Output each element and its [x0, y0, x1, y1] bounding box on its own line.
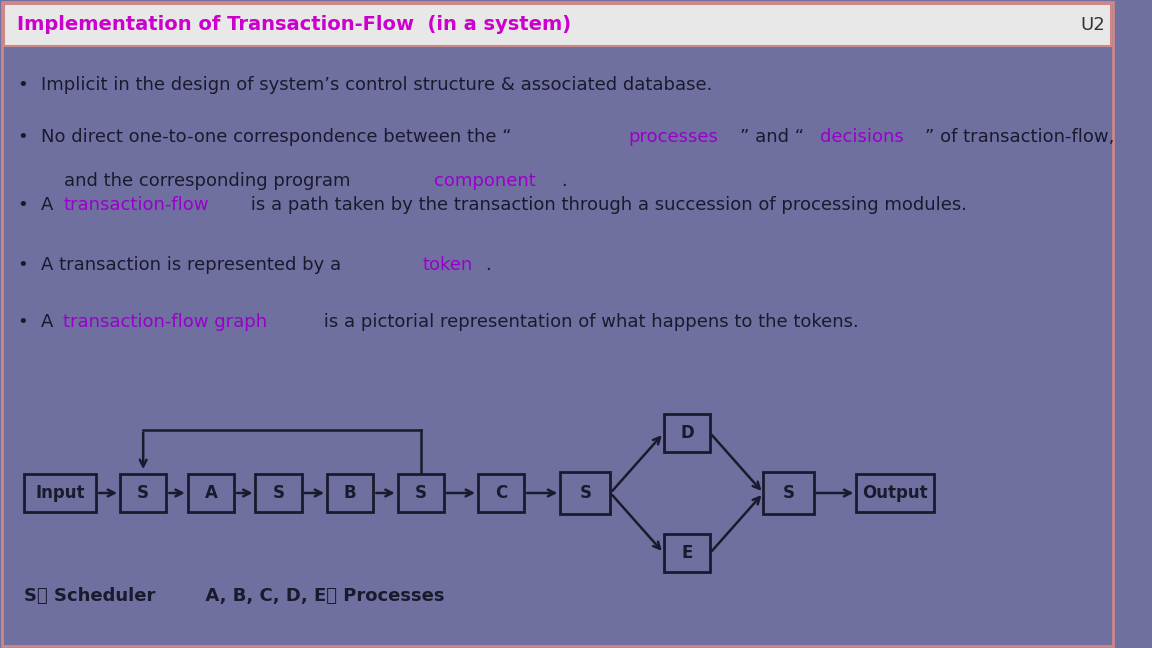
Text: Input: Input	[36, 484, 85, 502]
Text: Output: Output	[862, 484, 927, 502]
Text: decisions: decisions	[820, 128, 904, 146]
FancyBboxPatch shape	[24, 474, 97, 512]
Text: and the corresponding program: and the corresponding program	[40, 172, 356, 190]
Text: S： Scheduler        A, B, C, D, E： Processes: S： Scheduler A, B, C, D, E： Processes	[24, 587, 445, 605]
FancyBboxPatch shape	[188, 474, 234, 512]
FancyBboxPatch shape	[764, 472, 813, 514]
Text: B: B	[344, 484, 356, 502]
Text: No direct one-to-one correspondence between the “: No direct one-to-one correspondence betw…	[40, 128, 511, 146]
FancyBboxPatch shape	[120, 474, 166, 512]
Text: A: A	[204, 484, 218, 502]
Text: A transaction is represented by a: A transaction is represented by a	[40, 256, 347, 274]
FancyBboxPatch shape	[327, 474, 373, 512]
FancyBboxPatch shape	[3, 4, 1111, 46]
Text: is a path taken by the transaction through a succession of processing modules.: is a path taken by the transaction throu…	[245, 196, 967, 214]
Text: ” of transaction-flow,: ” of transaction-flow,	[925, 128, 1114, 146]
FancyBboxPatch shape	[256, 474, 302, 512]
Text: A: A	[40, 313, 59, 331]
Text: U2: U2	[1081, 16, 1106, 34]
FancyBboxPatch shape	[664, 534, 710, 572]
FancyBboxPatch shape	[856, 474, 933, 512]
Text: token: token	[423, 256, 472, 274]
FancyBboxPatch shape	[397, 474, 444, 512]
Text: component: component	[434, 172, 536, 190]
Text: processes: processes	[628, 128, 718, 146]
Text: is a pictorial representation of what happens to the tokens.: is a pictorial representation of what ha…	[318, 313, 859, 331]
Text: transaction-flow: transaction-flow	[63, 196, 209, 214]
Text: S: S	[273, 484, 285, 502]
FancyBboxPatch shape	[664, 414, 710, 452]
Text: •: •	[17, 128, 28, 146]
Text: D: D	[680, 424, 694, 442]
Text: •: •	[17, 256, 28, 274]
FancyBboxPatch shape	[560, 472, 611, 514]
Text: A: A	[40, 196, 59, 214]
Text: S: S	[137, 484, 149, 502]
FancyBboxPatch shape	[478, 474, 524, 512]
Text: .: .	[561, 172, 567, 190]
Text: •: •	[17, 196, 28, 214]
Text: transaction-flow graph: transaction-flow graph	[63, 313, 267, 331]
Text: Implementation of Transaction-Flow  (in a system): Implementation of Transaction-Flow (in a…	[17, 16, 571, 34]
Text: •: •	[17, 313, 28, 331]
Text: S: S	[579, 484, 591, 502]
Text: S: S	[415, 484, 427, 502]
Text: E: E	[681, 544, 692, 562]
Text: •: •	[17, 76, 28, 94]
Text: C: C	[495, 484, 507, 502]
Text: ” and “: ” and “	[741, 128, 804, 146]
Text: .: .	[485, 256, 491, 274]
Text: S: S	[782, 484, 795, 502]
Text: Implicit in the design of system’s control structure & associated database.: Implicit in the design of system’s contr…	[40, 76, 712, 94]
